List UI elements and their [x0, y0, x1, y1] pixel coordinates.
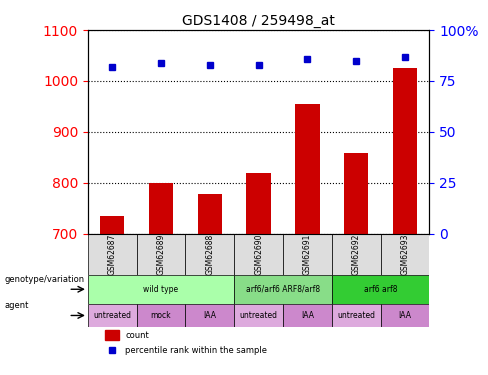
Text: GSM62688: GSM62688: [205, 234, 214, 275]
Text: count: count: [125, 331, 149, 340]
FancyBboxPatch shape: [381, 304, 429, 327]
FancyBboxPatch shape: [137, 234, 185, 274]
FancyBboxPatch shape: [332, 304, 381, 327]
Bar: [344, 153, 368, 234]
FancyBboxPatch shape: [332, 234, 381, 274]
FancyBboxPatch shape: [283, 304, 332, 327]
Text: GSM62690: GSM62690: [254, 234, 263, 275]
FancyBboxPatch shape: [283, 234, 332, 274]
Text: untreated: untreated: [240, 311, 278, 320]
Bar: [100, 216, 124, 234]
Text: untreated: untreated: [93, 311, 131, 320]
FancyBboxPatch shape: [137, 304, 185, 327]
FancyBboxPatch shape: [234, 304, 283, 327]
Text: GSM62693: GSM62693: [401, 234, 409, 275]
Bar: [393, 68, 417, 234]
Bar: [105, 330, 119, 340]
FancyBboxPatch shape: [381, 234, 429, 274]
Text: GSM62689: GSM62689: [157, 234, 165, 275]
Text: wild type: wild type: [143, 285, 179, 294]
Text: GSM62687: GSM62687: [108, 234, 117, 275]
Bar: [246, 173, 271, 234]
Bar: [149, 183, 173, 234]
FancyBboxPatch shape: [234, 274, 332, 304]
Text: percentile rank within the sample: percentile rank within the sample: [125, 346, 267, 355]
FancyBboxPatch shape: [88, 274, 234, 304]
Bar: [295, 104, 320, 234]
Title: GDS1408 / 259498_at: GDS1408 / 259498_at: [182, 13, 335, 28]
FancyBboxPatch shape: [332, 274, 429, 304]
FancyBboxPatch shape: [88, 234, 137, 274]
Text: IAA: IAA: [203, 311, 216, 320]
Text: arf6 arf8: arf6 arf8: [364, 285, 397, 294]
Text: arf6/arf6 ARF8/arf8: arf6/arf6 ARF8/arf8: [246, 285, 320, 294]
FancyBboxPatch shape: [185, 304, 234, 327]
FancyBboxPatch shape: [88, 304, 137, 327]
Text: genotype/variation: genotype/variation: [5, 275, 85, 284]
Text: untreated: untreated: [337, 311, 375, 320]
Text: IAA: IAA: [301, 311, 314, 320]
FancyBboxPatch shape: [234, 234, 283, 274]
Text: agent: agent: [5, 301, 29, 310]
Text: mock: mock: [151, 311, 171, 320]
Bar: [198, 194, 222, 234]
Text: GSM62691: GSM62691: [303, 234, 312, 275]
Text: GSM62692: GSM62692: [352, 234, 361, 275]
Text: IAA: IAA: [399, 311, 411, 320]
FancyBboxPatch shape: [185, 234, 234, 274]
